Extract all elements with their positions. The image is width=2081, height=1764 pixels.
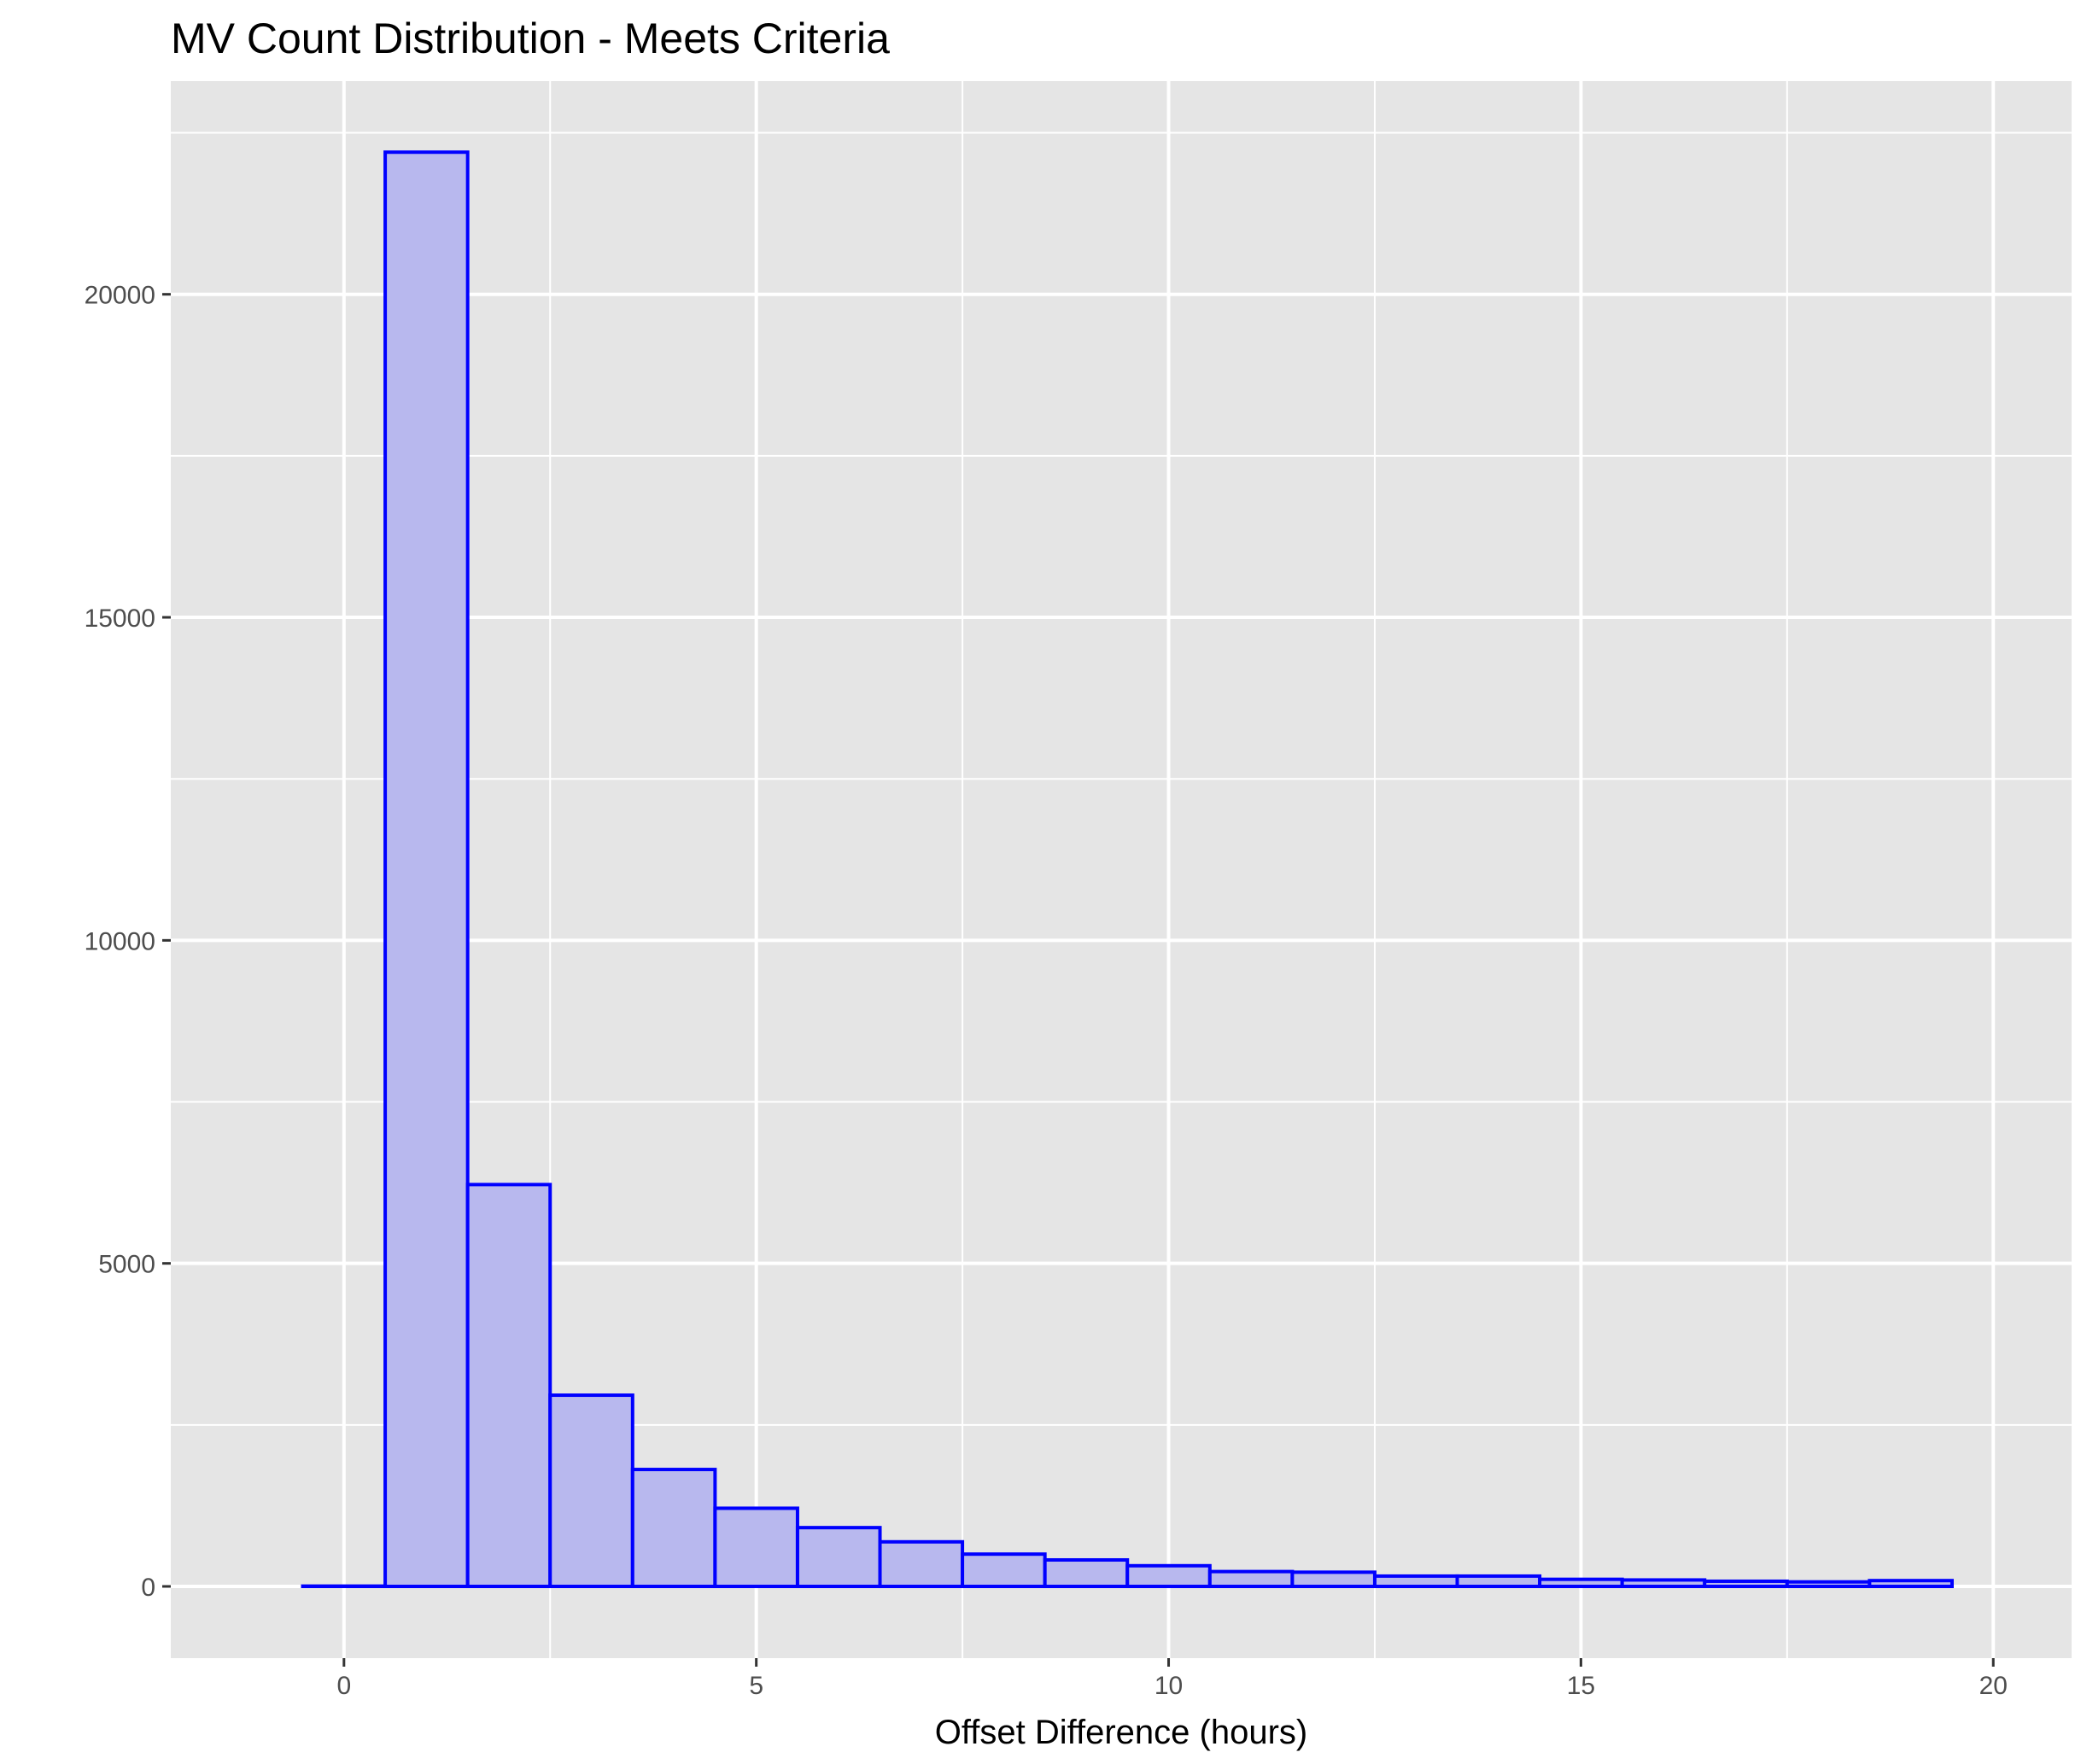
histogram-bar <box>713 1506 799 1589</box>
histogram-bar <box>383 150 470 1589</box>
y-tick-label: 20000 <box>85 282 155 310</box>
x-axis-title: Offset Difference (hours) <box>935 1714 1307 1751</box>
histogram-bar <box>548 1393 634 1589</box>
y-tick-label: 15000 <box>85 605 155 633</box>
histogram-bar <box>465 1183 552 1589</box>
histogram-bar <box>630 1468 717 1589</box>
y-tick-label: 0 <box>141 1574 155 1602</box>
histogram-bar <box>795 1526 882 1589</box>
axis-ticks: 0 5 10 15 20 0 5000 10000 15000 20000 <box>85 282 2008 1700</box>
chart-title: MV Count Distribution - Meets Criteria <box>171 15 890 62</box>
histogram-bar <box>1620 1578 1707 1589</box>
histogram-bar <box>1290 1570 1377 1589</box>
x-tick-label: 15 <box>1567 1672 1595 1700</box>
x-tick-label: 20 <box>1979 1672 2008 1700</box>
x-tick-label: 0 <box>336 1672 351 1700</box>
y-tick-label: 5000 <box>98 1251 155 1279</box>
y-tick-label: 10000 <box>85 927 155 955</box>
histogram-bar <box>1125 1563 1212 1589</box>
histogram-bar <box>1703 1579 1789 1589</box>
histogram-bar <box>1372 1574 1459 1589</box>
histogram-bar <box>961 1552 1047 1589</box>
histogram-bar <box>878 1539 965 1589</box>
histogram-bar <box>1538 1577 1624 1589</box>
x-tick-label: 10 <box>1154 1672 1183 1700</box>
histogram-bar <box>1207 1569 1295 1589</box>
histogram-bar <box>1785 1580 1872 1589</box>
histogram-bars <box>301 150 1954 1589</box>
histogram-bar <box>1455 1574 1542 1589</box>
histogram-bar <box>1043 1557 1130 1589</box>
histogram-bar <box>1868 1579 1954 1589</box>
x-tick-label: 5 <box>749 1672 763 1700</box>
